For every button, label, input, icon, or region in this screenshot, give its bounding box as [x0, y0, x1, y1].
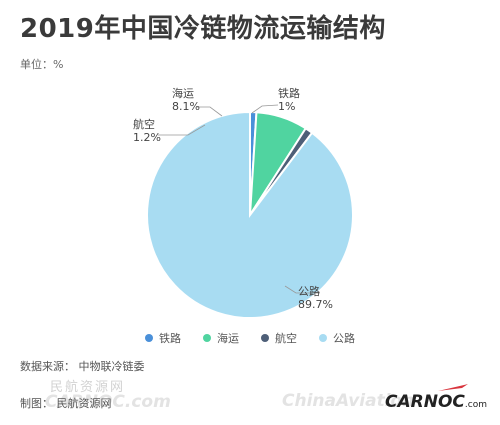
legend-label-air: 航空 — [275, 332, 297, 345]
legend-item-sea: 海运 — [203, 330, 239, 346]
slice-value-road: 89.7% — [298, 298, 333, 311]
leader-line-rail — [251, 104, 279, 114]
slice-label-rail: 铁路 — [278, 87, 300, 100]
brand-bird-icon — [438, 384, 468, 391]
pie-slice-road — [146, 110, 354, 319]
legend-label-road: 公路 — [333, 332, 355, 345]
slice-label-air: 航空 — [133, 117, 155, 131]
legend-label-rail: 铁路 — [159, 332, 181, 345]
legend-swatch-road — [319, 334, 327, 342]
watermark-en-2: ChinaAviation — [282, 391, 415, 411]
data-source: 数据来源： 中物联冷链委 — [20, 360, 145, 373]
legend-item-road: 公路 — [319, 330, 355, 346]
chart-title: 2019年中国冷链物流运输结构 — [20, 14, 386, 44]
legend: 铁路 海运 航空 公路 — [0, 330, 500, 346]
slice-value-sea: 8.1% — [172, 100, 200, 113]
brand-main: CARNOC — [385, 392, 465, 412]
brand-sub: .com — [464, 400, 487, 410]
legend-label-sea: 海运 — [217, 332, 239, 345]
slice-label-road: 公路 — [298, 285, 320, 298]
legend-swatch-sea — [203, 334, 211, 342]
leader-line-sea — [196, 106, 223, 117]
brand-logo: CARNOC.com — [385, 392, 487, 412]
legend-swatch-air — [261, 334, 269, 342]
legend-item-rail: 铁路 — [145, 330, 181, 346]
slice-value-rail: 1% — [278, 100, 295, 113]
legend-swatch-rail — [145, 334, 153, 342]
leader-line-road — [284, 285, 320, 294]
leader-line-air — [158, 124, 206, 136]
watermark-en: CARNOC.com — [45, 392, 171, 412]
slice-label-sea: 海运 — [172, 86, 194, 100]
slice-value-air: 1.2% — [133, 131, 161, 144]
watermark-cn: 民航资源网 — [50, 380, 126, 395]
legend-item-air: 航空 — [261, 330, 297, 346]
chart-maker: 制图： 民航资源网 — [20, 397, 112, 410]
unit-label: 单位：% — [20, 58, 64, 71]
